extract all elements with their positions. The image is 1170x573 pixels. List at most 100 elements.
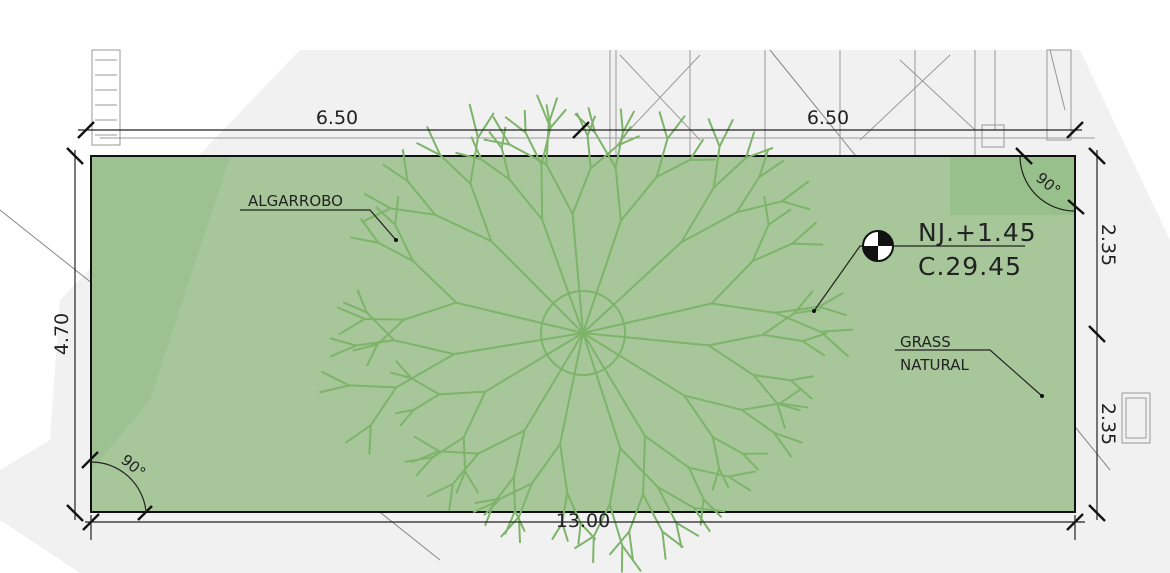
branch: [439, 390, 486, 396]
branch: [504, 510, 516, 535]
branch: [753, 374, 791, 382]
dimension-label: 6.50: [316, 107, 358, 129]
branch: [656, 158, 691, 178]
branch: [320, 370, 350, 387]
branch: [518, 483, 533, 518]
branch: [658, 111, 669, 140]
branch: [413, 393, 440, 411]
branch: [619, 447, 659, 488]
branch: [455, 151, 482, 161]
branch: [469, 137, 479, 184]
branch: [559, 443, 569, 494]
branch: [493, 476, 515, 504]
branch: [699, 499, 705, 526]
branch: [644, 435, 690, 469]
branch: [762, 312, 795, 336]
branch: [483, 138, 510, 146]
branch: [675, 521, 700, 538]
branch: [775, 305, 820, 314]
branch: [744, 131, 756, 159]
branch: [628, 494, 645, 532]
branch: [661, 530, 684, 549]
branch: [693, 506, 726, 513]
branch: [434, 213, 492, 243]
branch: [718, 468, 730, 489]
branch: [623, 302, 712, 325]
branch: [594, 372, 622, 449]
branch: [582, 303, 615, 334]
branch: [582, 322, 625, 334]
branch: [758, 148, 770, 178]
branch: [464, 471, 480, 494]
branch: [818, 305, 848, 317]
branch: [540, 164, 544, 220]
branch: [377, 241, 414, 262]
branch: [342, 301, 368, 314]
branch: [469, 183, 493, 242]
branch: [702, 498, 723, 518]
branch: [350, 236, 379, 244]
branch: [368, 425, 372, 455]
branch: [470, 136, 483, 160]
branch: [395, 353, 455, 389]
branch: [712, 146, 721, 188]
branch: [779, 387, 802, 405]
branch: [768, 208, 792, 226]
branch: [573, 535, 595, 550]
branch: [751, 224, 770, 262]
branch: [592, 536, 595, 563]
branch: [620, 176, 658, 222]
branch: [603, 368, 646, 437]
branch: [375, 206, 396, 226]
branch: [582, 332, 597, 374]
branch: [680, 187, 715, 243]
branch: [561, 492, 569, 524]
branch: [666, 115, 686, 140]
branch: [462, 437, 467, 472]
branch: [621, 110, 636, 133]
branch: [376, 318, 405, 346]
branch: [735, 176, 761, 213]
branch: [468, 103, 479, 138]
branch: [728, 470, 756, 478]
branch: [348, 384, 397, 389]
branch: [574, 112, 596, 134]
branch: [779, 402, 809, 409]
branch: [577, 523, 582, 545]
dimension-label: 2.35: [1097, 224, 1119, 266]
branch: [608, 447, 622, 505]
branch: [763, 195, 770, 225]
branch: [406, 180, 436, 216]
branch: [727, 475, 752, 492]
branch: [781, 200, 811, 211]
branch: [582, 292, 598, 334]
branch: [582, 332, 606, 370]
branch: [344, 424, 372, 444]
branch: [762, 333, 803, 343]
branch: [573, 332, 584, 375]
branch: [684, 394, 742, 411]
branch: [693, 507, 711, 533]
branch: [794, 308, 821, 315]
branch: [661, 531, 667, 560]
branch: [401, 149, 409, 182]
branch: [710, 260, 754, 305]
branch: [711, 436, 721, 469]
branch: [338, 318, 366, 336]
branch: [608, 504, 624, 546]
branch: [688, 466, 729, 478]
level-label: NJ.+1.45: [918, 218, 1037, 247]
branch: [628, 531, 634, 561]
branch: [718, 118, 735, 147]
branch: [683, 394, 714, 438]
branch: [590, 144, 619, 170]
branch: [713, 157, 747, 189]
branch: [742, 453, 760, 471]
branch: [363, 192, 392, 210]
branch: [655, 138, 669, 178]
branch: [500, 147, 511, 180]
branch: [642, 493, 664, 533]
branch: [484, 353, 548, 393]
branch: [455, 471, 467, 494]
branch: [366, 344, 379, 367]
